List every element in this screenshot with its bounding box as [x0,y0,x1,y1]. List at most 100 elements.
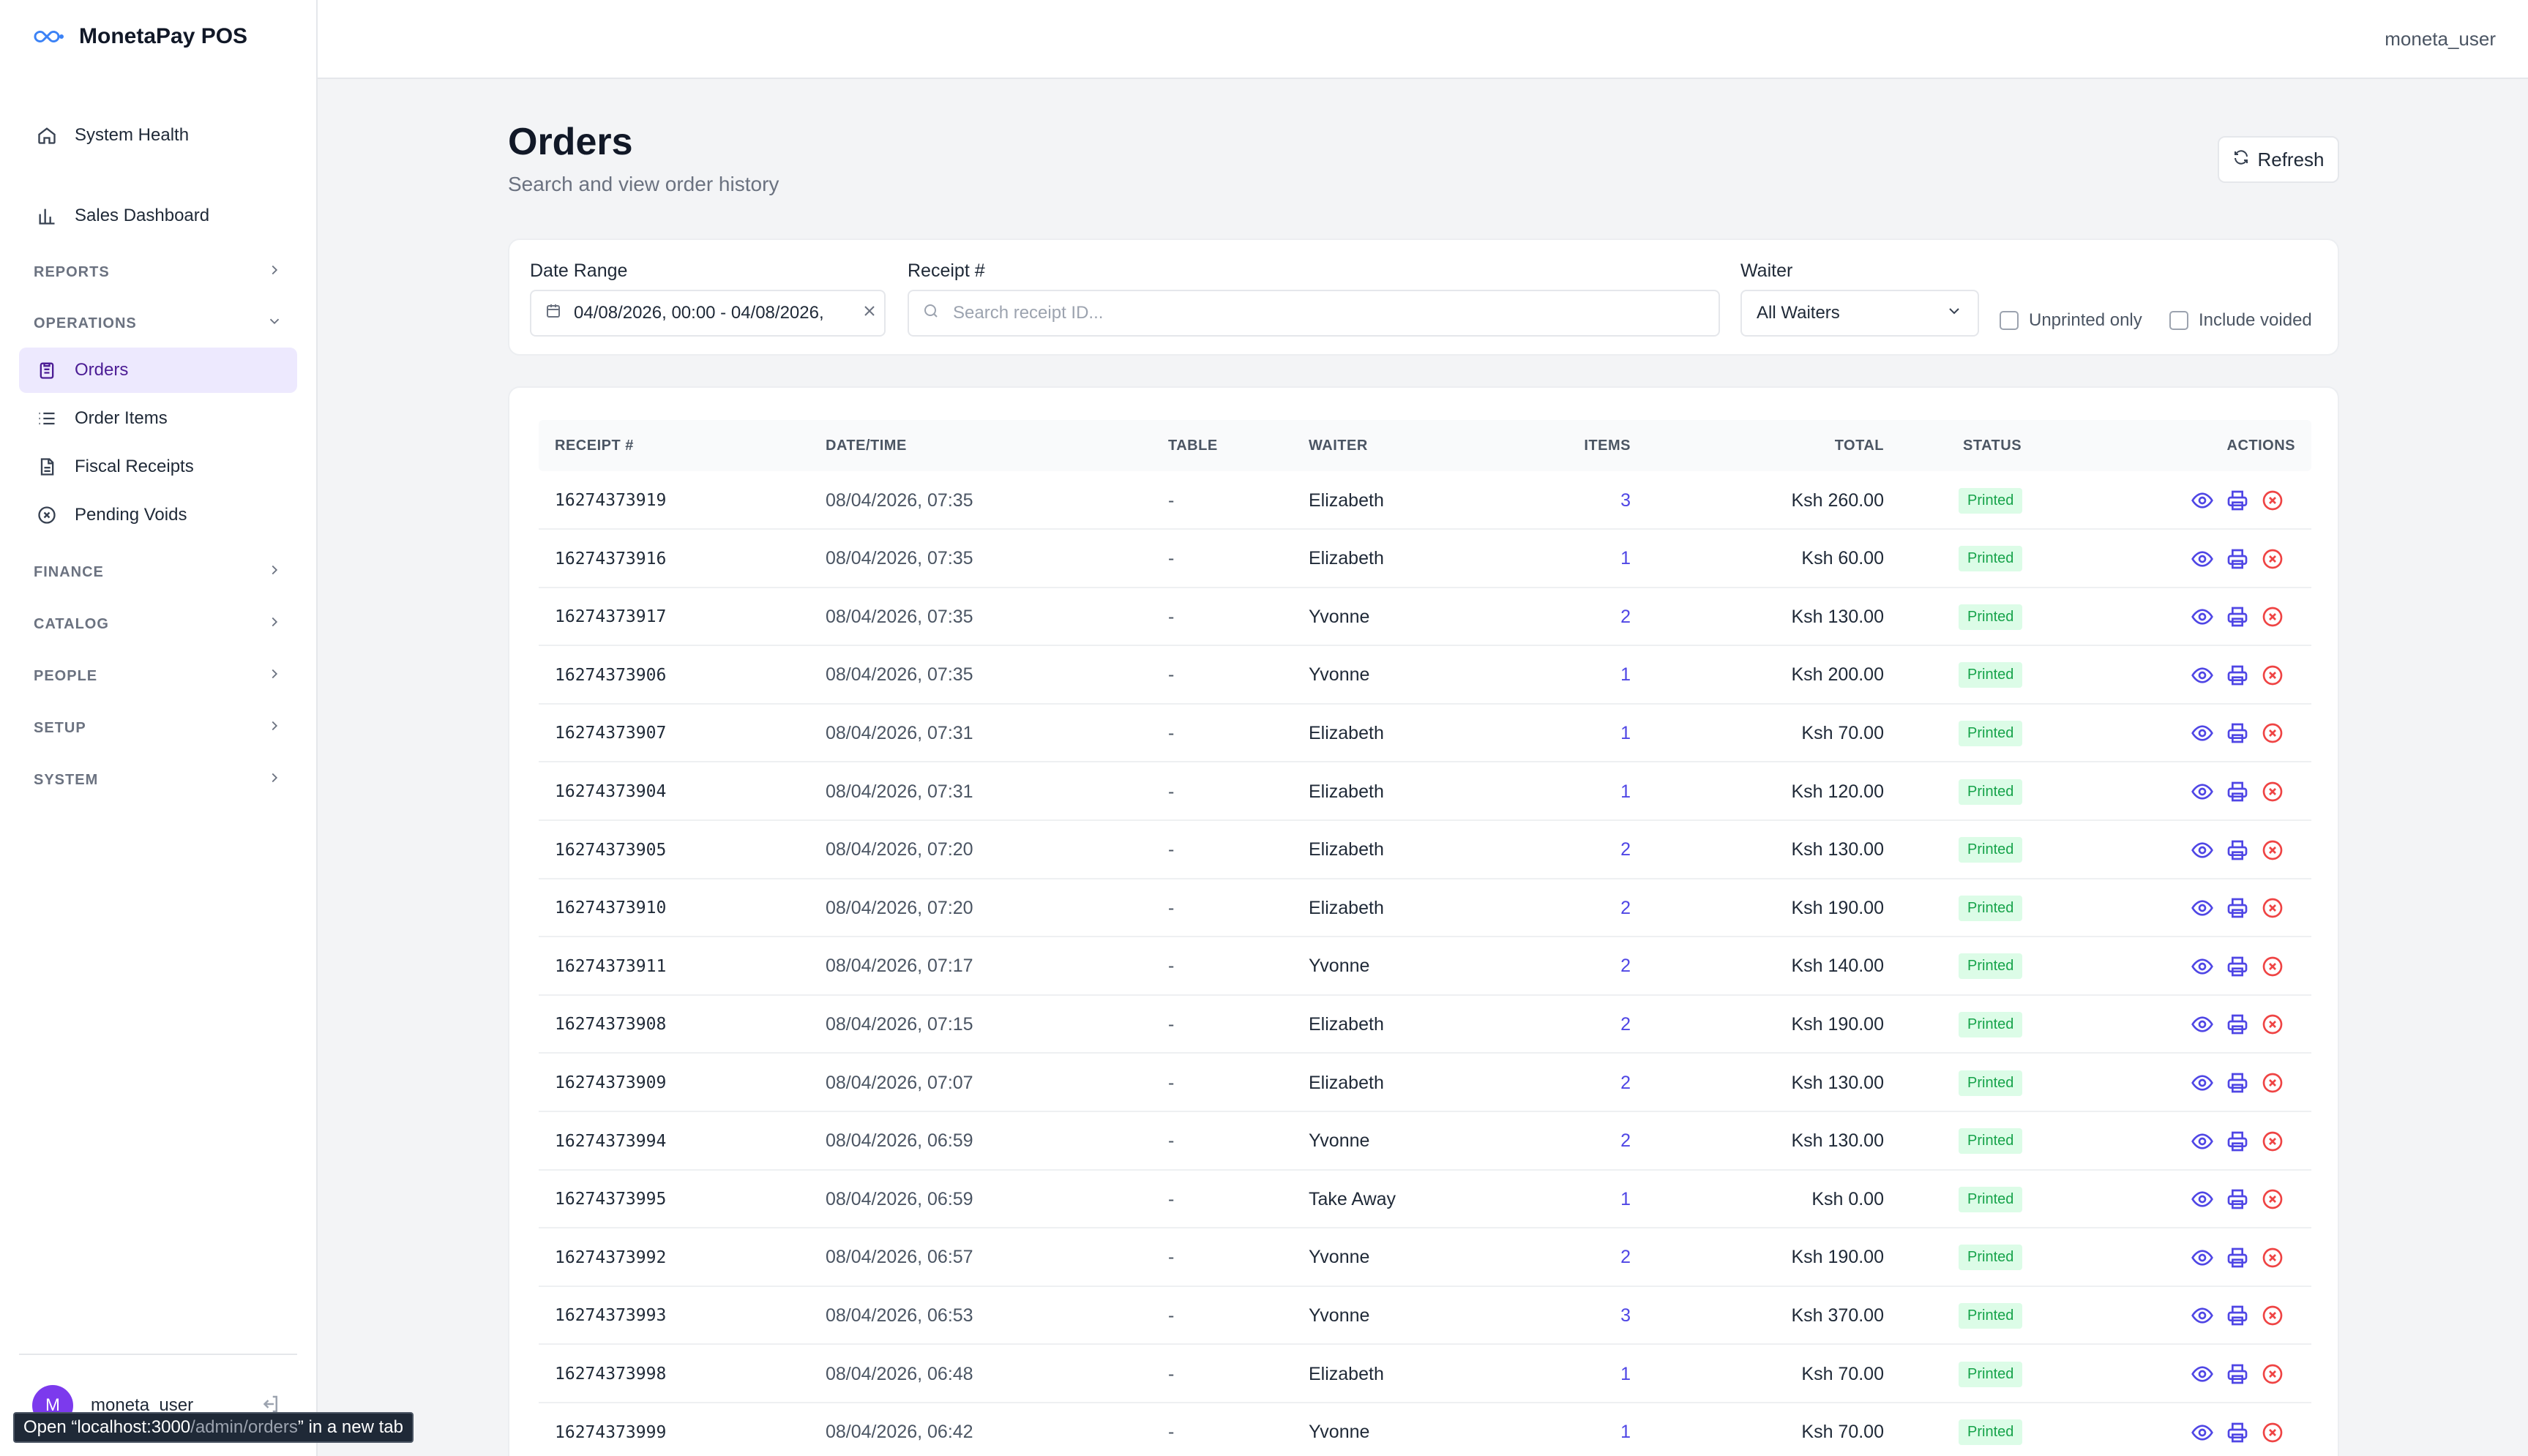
printer-icon[interactable] [2225,547,2250,571]
void-x-icon[interactable] [2260,1012,2285,1037]
cell-items[interactable]: 1 [1620,1188,1631,1209]
column-header-items[interactable]: ITEMS [1584,437,1631,454]
void-x-icon[interactable] [2260,1362,2285,1386]
eye-icon[interactable] [2190,721,2215,746]
void-x-icon[interactable] [2260,488,2285,513]
column-header-datetime[interactable]: DATE/TIME [826,437,907,454]
include-voided-checkbox[interactable]: Include voided [2169,310,2312,331]
receipt-search-input[interactable]: Search receipt ID... [908,290,1720,337]
eye-icon[interactable] [2190,1420,2215,1445]
sidebar-section-finance[interactable]: FINANCE [34,558,283,587]
column-header-table[interactable]: TABLE [1168,437,1218,454]
checkbox-box[interactable] [2169,311,2188,330]
printer-icon[interactable] [2225,721,2250,746]
cell-items[interactable]: 1 [1620,781,1631,802]
sidebar-section-system[interactable]: SYSTEM [34,765,283,795]
printer-icon[interactable] [2225,488,2250,513]
brand[interactable]: MonetaPay POS [32,20,247,53]
sidebar-section-catalog[interactable]: CATALOG [34,609,283,639]
void-x-icon[interactable] [2260,1187,2285,1212]
void-x-icon[interactable] [2260,721,2285,746]
refresh-button[interactable]: Refresh [2218,136,2339,183]
eye-icon[interactable] [2190,1129,2215,1154]
eye-icon[interactable] [2190,604,2215,629]
eye-icon[interactable] [2190,1245,2215,1270]
eye-icon[interactable] [2190,1303,2215,1328]
printer-icon[interactable] [2225,604,2250,629]
waiter-select[interactable]: All Waiters [1740,290,1979,337]
void-x-icon[interactable] [2260,1070,2285,1095]
printer-icon[interactable] [2225,1012,2250,1037]
void-x-icon[interactable] [2260,779,2285,804]
void-x-icon[interactable] [2260,604,2285,629]
void-x-icon[interactable] [2260,896,2285,920]
eye-icon[interactable] [2190,954,2215,979]
eye-icon[interactable] [2190,1070,2215,1095]
cell-items[interactable]: 1 [1620,548,1631,569]
printer-icon[interactable] [2225,1187,2250,1212]
printer-icon[interactable] [2225,1303,2250,1328]
printer-icon[interactable] [2225,1070,2250,1095]
clear-icon[interactable] [861,302,878,325]
void-x-icon[interactable] [2260,663,2285,688]
sidebar-item-orders[interactable]: Orders [19,348,297,393]
cell-items[interactable]: 1 [1620,1422,1631,1443]
cell-items[interactable]: 2 [1620,897,1631,918]
cell-items[interactable]: 1 [1620,664,1631,686]
cell-items[interactable]: 2 [1620,839,1631,860]
column-header-receipt[interactable]: RECEIPT # [555,437,634,454]
cell-items[interactable]: 2 [1620,1013,1631,1035]
void-x-icon[interactable] [2260,838,2285,863]
eye-icon[interactable] [2190,1187,2215,1212]
date-range-picker[interactable]: 04/08/2026, 00:00 - 04/08/2026, [530,290,886,337]
sidebar-item-pending-voids[interactable]: Pending Voids [19,492,297,538]
table-row[interactable]: 16274373904 08/04/2026, 07:31 - Elizabeth 1 K… [539,762,2311,821]
void-x-icon[interactable] [2260,1245,2285,1270]
table-row[interactable]: 16274373994 08/04/2026, 06:59 - Yvonne 2 Ksh … [539,1112,2311,1171]
eye-icon[interactable] [2190,663,2215,688]
sidebar-section-setup[interactable]: SETUP [34,713,283,743]
printer-icon[interactable] [2225,663,2250,688]
printer-icon[interactable] [2225,1129,2250,1154]
sidebar-item-system-health[interactable]: System Health [19,113,297,158]
cell-items[interactable]: 2 [1620,956,1631,977]
sidebar-section-reports[interactable]: REPORTS [34,258,283,287]
column-header-waiter[interactable]: WAITER [1309,437,1368,454]
table-row[interactable]: 16274373999 08/04/2026, 06:42 - Yvonne 1 Ksh … [539,1403,2311,1456]
void-x-icon[interactable] [2260,547,2285,571]
printer-icon[interactable] [2225,1245,2250,1270]
table-row[interactable]: 16274373908 08/04/2026, 07:15 - Elizabeth 2 K… [539,995,2311,1054]
table-row[interactable]: 16274373992 08/04/2026, 06:57 - Yvonne 2 Ksh … [539,1228,2311,1287]
printer-icon[interactable] [2225,954,2250,979]
cell-items[interactable]: 2 [1620,1072,1631,1093]
cell-items[interactable]: 1 [1620,722,1631,743]
sidebar-section-operations[interactable]: OPERATIONS [34,309,283,338]
table-row[interactable]: 16274373917 08/04/2026, 07:35 - Yvonne 2 Ksh … [539,588,2311,647]
printer-icon[interactable] [2225,838,2250,863]
logout-icon[interactable] [259,1393,281,1419]
unprinted-only-checkbox[interactable]: Unprinted only [2000,310,2142,331]
eye-icon[interactable] [2190,838,2215,863]
table-row[interactable]: 16274373998 08/04/2026, 06:48 - Elizabeth 1 K… [539,1345,2311,1403]
table-row[interactable]: 16274373905 08/04/2026, 07:20 - Elizabeth 2 K… [539,821,2311,879]
printer-icon[interactable] [2225,1420,2250,1445]
sidebar-section-people[interactable]: PEOPLE [34,661,283,691]
cell-items[interactable]: 2 [1620,1247,1631,1268]
cell-items[interactable]: 3 [1620,1305,1631,1326]
checkbox-box[interactable] [2000,311,2019,330]
table-row[interactable]: 16274373909 08/04/2026, 07:07 - Elizabeth 2 K… [539,1054,2311,1112]
cell-items[interactable]: 1 [1620,1363,1631,1384]
table-row[interactable]: 16274373995 08/04/2026, 06:59 - Take Away 1 K… [539,1170,2311,1229]
column-header-status[interactable]: STATUS [1963,437,2022,454]
table-row[interactable]: 16274373911 08/04/2026, 07:17 - Yvonne 2 Ksh … [539,937,2311,996]
eye-icon[interactable] [2190,779,2215,804]
void-x-icon[interactable] [2260,1129,2285,1154]
printer-icon[interactable] [2225,1362,2250,1386]
printer-icon[interactable] [2225,779,2250,804]
cell-items[interactable]: 2 [1620,1130,1631,1152]
table-row[interactable]: 16274373916 08/04/2026, 07:35 - Elizabeth 1 K… [539,530,2311,588]
column-header-total[interactable]: TOTAL [1834,437,1884,454]
eye-icon[interactable] [2190,1012,2215,1037]
table-row[interactable]: 16274373919 08/04/2026, 07:35 - Elizabeth 3 K… [539,471,2311,530]
cell-items[interactable]: 2 [1620,606,1631,627]
